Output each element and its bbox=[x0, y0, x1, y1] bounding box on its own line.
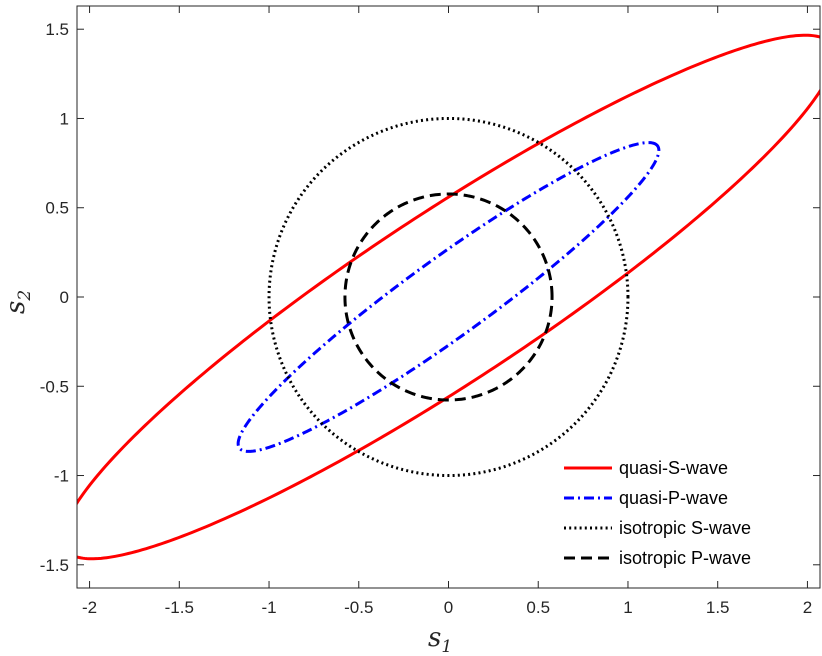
series-curve-quasi-s-wave bbox=[77, 33, 820, 561]
legend-label: isotropic P-wave bbox=[619, 548, 751, 568]
y-tick-label: -1 bbox=[54, 467, 69, 486]
y-tick-label: -1.5 bbox=[40, 556, 69, 575]
x-tick-label: 2 bbox=[803, 598, 812, 617]
y-tick-label: -0.5 bbox=[40, 377, 69, 396]
y-tick-label: 1.5 bbox=[45, 20, 69, 39]
x-tick-label: 1.5 bbox=[706, 598, 730, 617]
series-curve-quasi-p-wave bbox=[236, 141, 661, 453]
x-tick-label: 1 bbox=[623, 598, 632, 617]
legend-label: quasi-S-wave bbox=[619, 458, 728, 478]
x-tick-label: 0 bbox=[444, 598, 453, 617]
legend-label: quasi-P-wave bbox=[619, 488, 728, 508]
tick-group: -2 -1.5 -1 -0.5 0 0.5 1 1.5 2 -1.5 -1 -0.5 0 0.5 1 1.5 bbox=[40, 6, 820, 617]
x-tick-label: -1 bbox=[261, 598, 276, 617]
legend-label: isotropic S-wave bbox=[619, 518, 751, 538]
x-tick-label: -1.5 bbox=[165, 598, 194, 617]
x-tick-label: -2 bbox=[82, 598, 97, 617]
y-tick-label: 0 bbox=[60, 288, 69, 307]
y-axis-label: s2 bbox=[1, 290, 35, 314]
series-curve-isotropic-s-wave bbox=[267, 116, 630, 478]
x-tick-label: 0.5 bbox=[526, 598, 550, 617]
y-tick-label: 0.5 bbox=[45, 199, 69, 218]
curve-group bbox=[77, 33, 820, 561]
x-tick-label: -0.5 bbox=[344, 598, 373, 617]
x-axis-label: s1 bbox=[428, 623, 452, 656]
series-curve-isotropic-p-wave bbox=[343, 192, 554, 402]
legend: quasi-S-wave quasi-P-wave isotropic S-wave… bbox=[556, 452, 812, 578]
y-tick-label: 1 bbox=[60, 109, 69, 128]
